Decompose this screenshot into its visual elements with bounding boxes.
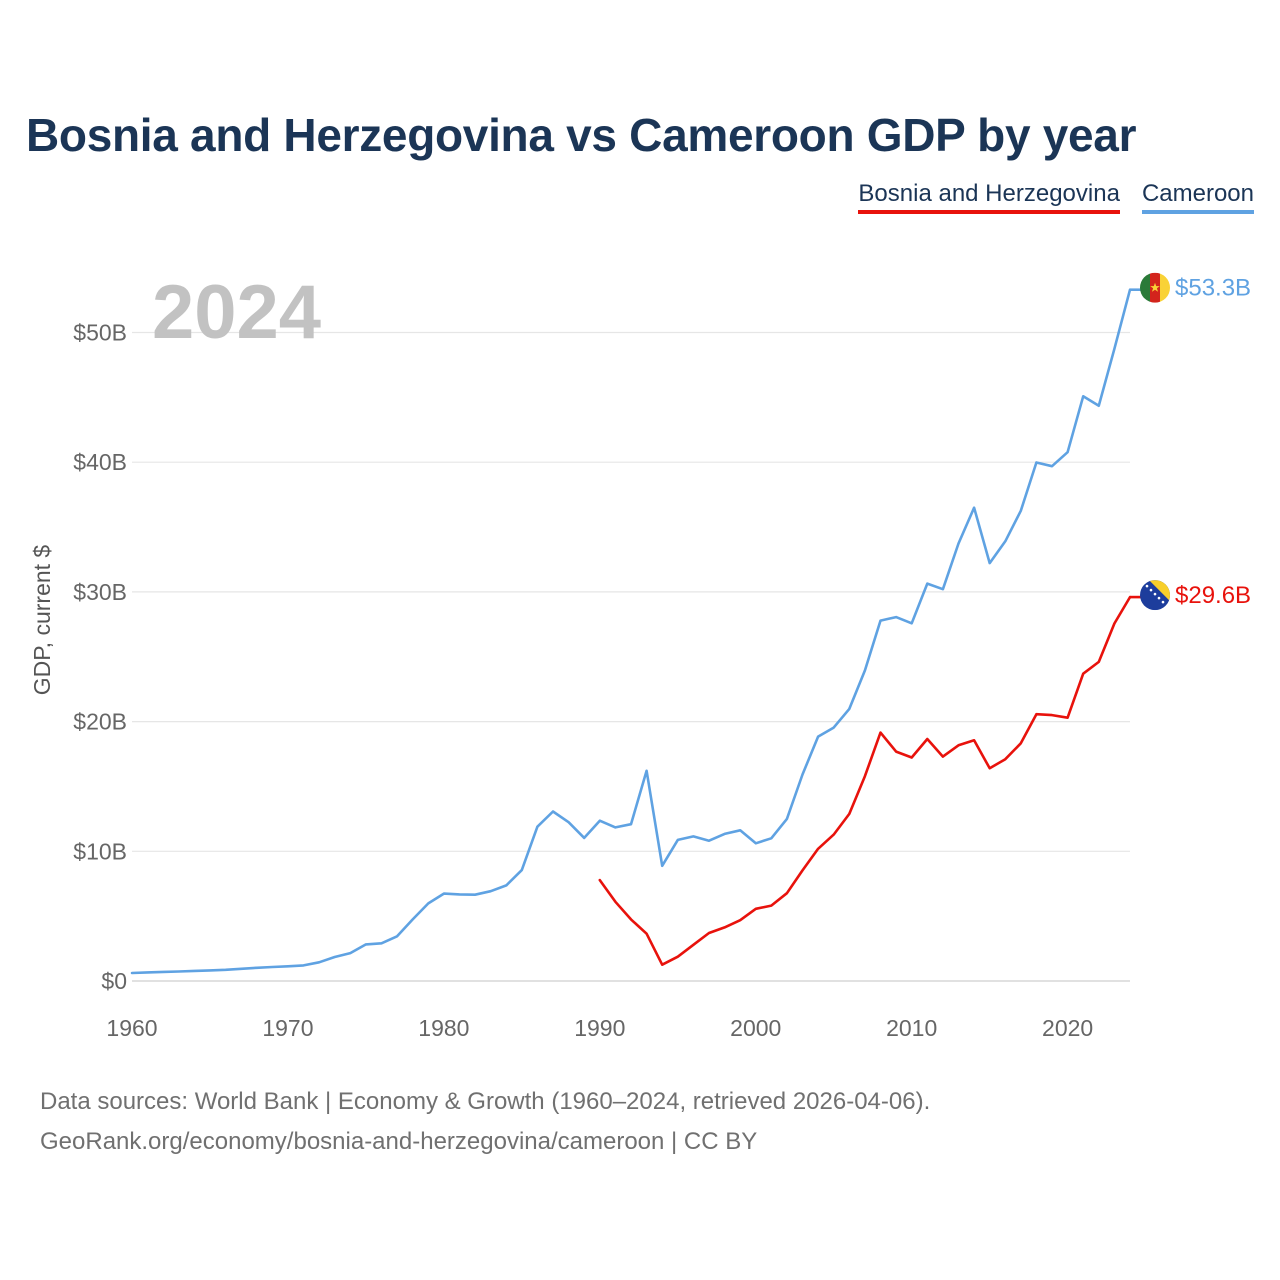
- bosnia-end-value-label: $29.6B: [1175, 582, 1251, 609]
- x-tick-label: 1990: [574, 1015, 625, 1041]
- data-source-note: Data sources: World Bank | Economy & Gro…: [40, 1088, 931, 1115]
- cameroon-flag-icon: [1140, 272, 1170, 303]
- x-tick-label: 1970: [262, 1015, 313, 1041]
- footer: Data sources: World Bank | Economy & Gro…: [40, 1082, 930, 1162]
- y-axis-ticks: $0 $10B $20B $30B $40B $50B: [73, 320, 127, 995]
- year-label: 2024: [152, 270, 321, 355]
- bosnia-flag-icon: [1140, 580, 1170, 611]
- series-lines: [130, 288, 1142, 975]
- legend-item-bosnia[interactable]: Bosnia and Herzegovina: [858, 180, 1120, 214]
- x-tick-label: 2020: [1042, 1015, 1093, 1041]
- legend-item-cameroon[interactable]: Cameroon: [1141, 180, 1254, 214]
- y-tick-label: $20B: [73, 709, 127, 735]
- x-tick-label: 2010: [886, 1015, 937, 1041]
- x-axis-ticks: 1960 1970 1980 1990 2000 2010 2020: [106, 1015, 1093, 1041]
- legend: Bosnia and Herzegovina Cameroon: [858, 180, 1254, 214]
- y-tick-label: $30B: [73, 579, 127, 605]
- y-tick-label: $10B: [73, 838, 127, 864]
- cameroon-end-value-label: $53.3B: [1175, 275, 1251, 302]
- y-tick-label: $50B: [73, 320, 127, 346]
- y-tick-label: $0: [101, 968, 127, 994]
- y-tick-label: $40B: [73, 449, 127, 475]
- series-line-bih: [598, 595, 1132, 967]
- x-tick-label: 1980: [418, 1015, 469, 1041]
- source-link[interactable]: GeoRank.org/economy/bosnia-and-herzegovi…: [40, 1128, 758, 1155]
- gridlines: [132, 331, 1130, 982]
- chart-title: Bosnia and Herzegovina vs Cameroon GDP b…: [26, 109, 1137, 161]
- y-axis-label: GDP, current $: [29, 545, 55, 696]
- x-tick-label: 2000: [730, 1015, 781, 1041]
- x-tick-label: 1960: [106, 1015, 157, 1041]
- series-line-cmr: [130, 288, 1132, 975]
